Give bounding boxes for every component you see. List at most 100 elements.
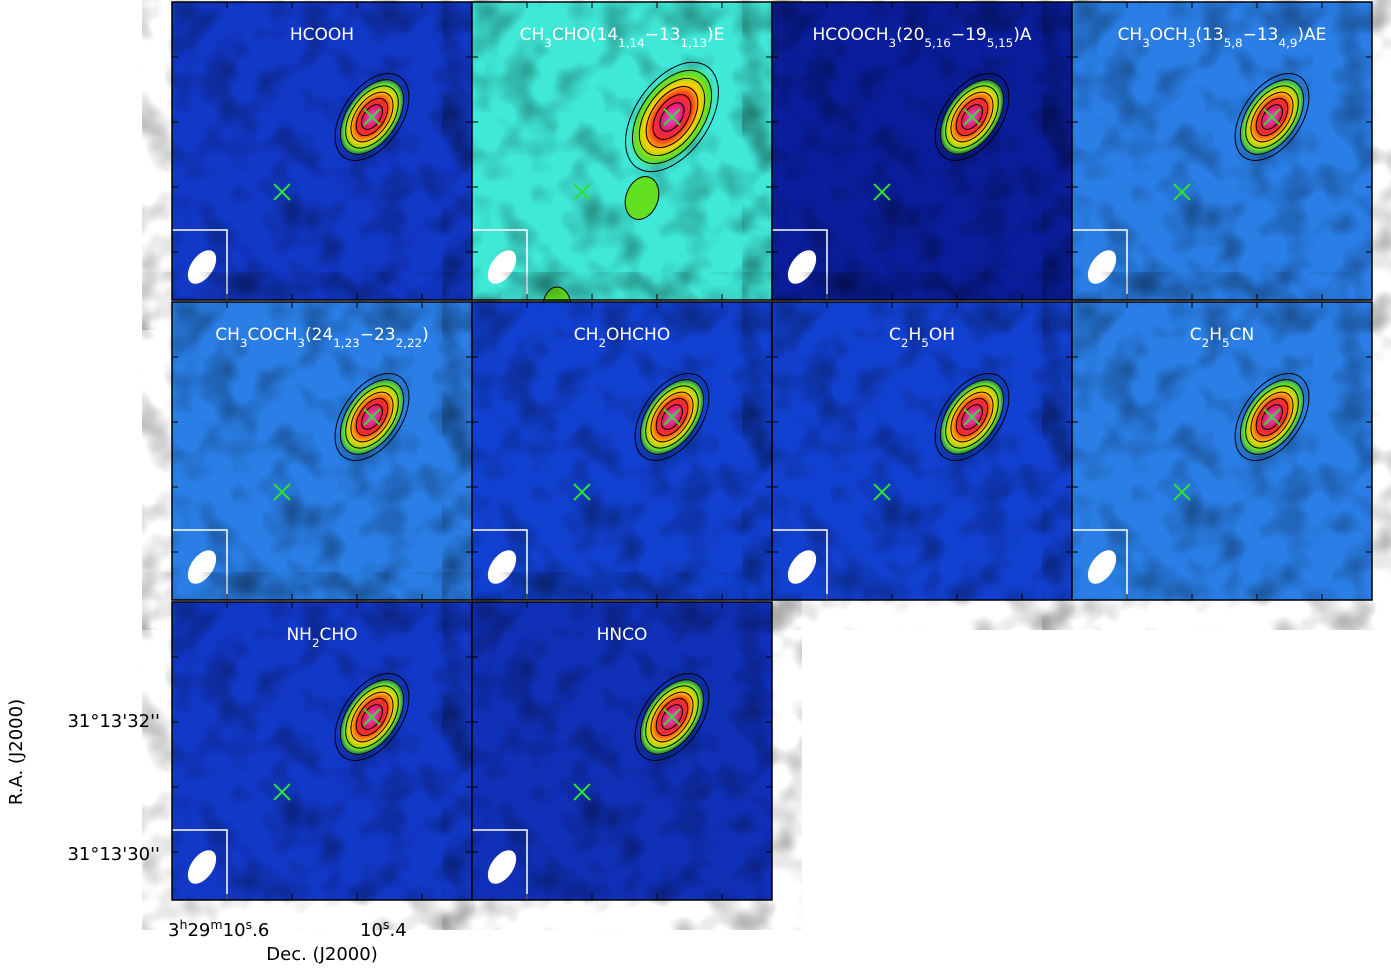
beam-box (1072, 229, 1128, 300)
contour (955, 97, 989, 137)
source-marker (663, 708, 681, 726)
panel-title: C2H5OH (889, 325, 955, 350)
map-texture (172, 302, 472, 600)
tick (772, 302, 1072, 600)
beam-box (472, 529, 528, 600)
tick (172, 602, 472, 900)
text-part: (20 (896, 25, 924, 45)
contour (939, 79, 1005, 155)
contour (650, 691, 694, 743)
contour (1261, 404, 1283, 430)
beam-box (772, 529, 828, 600)
text-part: NH (286, 625, 312, 645)
text-part: 3 (889, 36, 897, 50)
source-marker (1263, 408, 1281, 426)
tick (172, 302, 472, 600)
text-part: HCOOCH (812, 25, 888, 45)
tick (472, 602, 772, 900)
text-part: CH (574, 325, 599, 345)
contour (334, 73, 410, 161)
text-part: CHO (320, 625, 358, 645)
text-part: 3 (1188, 36, 1196, 50)
text-part: )E (707, 25, 724, 45)
tick (172, 2, 472, 300)
beam (787, 250, 817, 284)
y-tick-label: 31°13'30'' (67, 844, 160, 865)
tick (1072, 302, 1372, 600)
source-marker (963, 408, 981, 426)
y-axis-label: R.A. (J2000) (6, 699, 27, 805)
text-part: 5,16 (924, 36, 950, 50)
tick (472, 2, 772, 300)
text-part: 3 (168, 920, 179, 941)
text-part: OHCHO (606, 325, 670, 345)
panel-title: NH2CHO (286, 625, 357, 650)
contour (339, 379, 405, 455)
contour (345, 385, 399, 449)
contour (652, 94, 692, 140)
text-part: 29 (187, 920, 210, 941)
tick (472, 602, 772, 900)
text-part: C (1190, 325, 1202, 345)
contour (1261, 104, 1283, 130)
map-texture (772, 2, 1072, 300)
source-marker (873, 483, 891, 501)
tick (472, 302, 772, 600)
tick (1072, 2, 1372, 300)
text-part: 2 (312, 636, 320, 650)
contour (350, 691, 394, 743)
map-texture (472, 2, 772, 300)
x-axis-label: Dec. (J2000) (266, 944, 377, 965)
contour (339, 679, 405, 755)
contour (334, 373, 410, 461)
beam-box (1072, 529, 1128, 600)
source-marker (663, 408, 681, 426)
text-part: 5 (921, 336, 929, 350)
contour (1234, 73, 1310, 161)
map-texture (172, 602, 472, 900)
text-part: H (908, 325, 921, 345)
contour (345, 85, 399, 149)
contour (945, 85, 999, 149)
source-marker (273, 183, 291, 201)
contour (655, 397, 689, 437)
contour (350, 91, 394, 143)
tick (172, 602, 472, 900)
tick (472, 2, 772, 300)
source-marker (363, 408, 381, 426)
panel-title: HCOOCH3(205,16−195,15)A (812, 25, 1031, 50)
tick (172, 602, 472, 900)
panel-title: HCOOH (290, 25, 354, 45)
contour (934, 373, 1010, 461)
text-part: H (1209, 325, 1222, 345)
source-marker (573, 483, 591, 501)
contour (334, 673, 410, 761)
tick (172, 602, 472, 900)
text-part: CH (520, 25, 545, 45)
beam (187, 850, 217, 884)
source-marker (963, 108, 981, 126)
contour (650, 391, 694, 443)
tick (472, 602, 772, 900)
source-marker (1263, 108, 1281, 126)
contour (634, 673, 710, 761)
contour (639, 679, 705, 755)
panel-title: HNCO (597, 625, 648, 645)
tick (172, 2, 472, 300)
contour (634, 373, 710, 461)
contour (361, 104, 383, 130)
contour (350, 391, 394, 443)
tick (1072, 302, 1372, 600)
contour (355, 697, 389, 737)
text-part: OCH (1150, 25, 1188, 45)
contour (355, 97, 389, 137)
beam-box (472, 229, 528, 300)
map-panel: C2H5OH (771, 301, 1073, 601)
text-part: )A (1013, 25, 1032, 45)
contour (961, 104, 983, 130)
tick (772, 2, 1072, 300)
tick (1072, 2, 1372, 300)
tick (472, 302, 772, 600)
source-marker (273, 483, 291, 501)
